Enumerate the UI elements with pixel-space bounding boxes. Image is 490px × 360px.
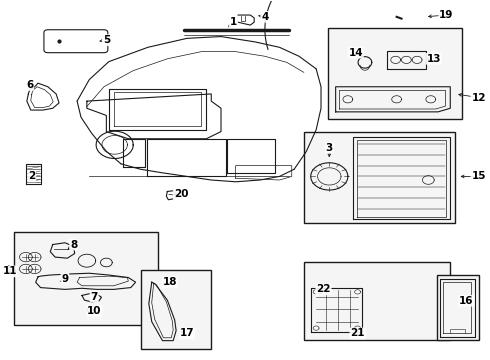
Text: 11: 11 [2, 266, 17, 276]
Text: 14: 14 [348, 48, 363, 58]
Bar [141, 270, 211, 348]
Text: 12: 12 [471, 93, 486, 103]
Text: 22: 22 [316, 284, 331, 294]
Text: 5: 5 [103, 35, 110, 45]
Text: 17: 17 [179, 328, 194, 338]
Text: 10: 10 [87, 306, 101, 316]
Text: 16: 16 [459, 296, 474, 306]
Text: 20: 20 [174, 189, 188, 199]
Text: 2: 2 [28, 171, 35, 181]
Text: 4: 4 [261, 12, 269, 22]
Text: 15: 15 [471, 171, 486, 181]
Text: 18: 18 [163, 277, 177, 287]
Text: 9: 9 [61, 274, 69, 284]
Text: 21: 21 [350, 328, 365, 338]
Text: 7: 7 [91, 292, 98, 302]
Text: 8: 8 [70, 239, 77, 249]
Bar [328, 28, 463, 119]
Bar [304, 262, 450, 339]
FancyBboxPatch shape [44, 30, 108, 53]
Text: 13: 13 [426, 54, 441, 64]
Bar [14, 232, 158, 325]
Text: 19: 19 [439, 10, 454, 20]
Text: 6: 6 [26, 80, 33, 90]
Text: 3: 3 [326, 143, 333, 153]
Bar [304, 132, 455, 223]
Bar [437, 275, 479, 339]
Text: 1: 1 [230, 17, 237, 27]
